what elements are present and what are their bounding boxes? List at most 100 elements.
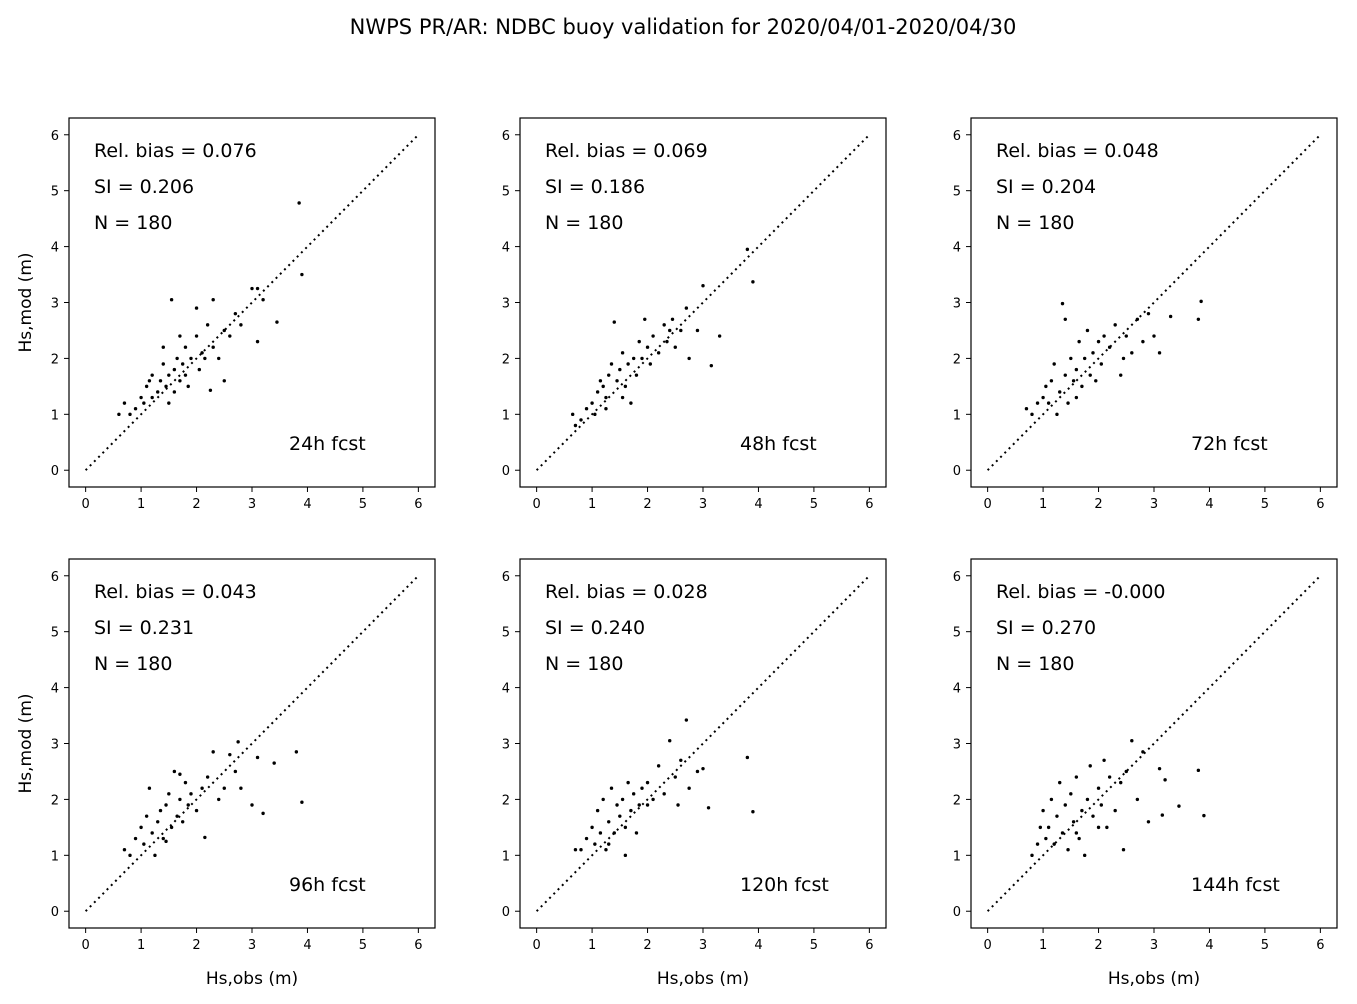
data-point [144,814,149,818]
y-tick-label: 3 [51,738,59,753]
data-point [1124,334,1128,338]
data-point [626,780,630,785]
x-tick-label: 1 [1039,938,1047,953]
data-point [158,379,163,383]
data-point [255,755,260,760]
data-point [189,356,193,361]
data-point [684,718,689,722]
x-tick-label: 0 [532,497,540,512]
x-tick-label: 0 [983,497,991,512]
data-point [1055,412,1059,417]
data-point [590,825,594,830]
data-point [620,351,625,355]
data-point [1044,384,1048,389]
data-point [598,831,603,835]
forecast-label: 48h fcst [740,433,817,455]
data-point [623,853,628,858]
data-point [695,769,700,774]
data-point [300,272,304,277]
data-point [584,836,589,841]
data-point [175,356,179,361]
n-label: N = 180 [545,212,623,234]
data-point [637,803,641,807]
y-tick-label: 1 [51,849,59,864]
data-point [745,755,750,760]
data-point [183,373,188,377]
data-point [147,379,152,383]
data-point [139,825,143,830]
y-tick-label: 5 [502,185,510,200]
data-point [222,379,226,383]
data-point [239,786,243,790]
data-point [180,362,185,366]
x-tick-label: 6 [414,938,422,953]
y-tick-label: 0 [502,464,510,479]
data-point [745,247,750,252]
data-point [161,345,165,349]
si-label: SI = 0.240 [545,617,645,639]
data-point [673,345,677,349]
data-point [1121,356,1126,361]
data-point [1071,379,1076,383]
data-point [205,323,210,327]
data-point [222,786,226,790]
data-point [1096,339,1101,344]
data-point [615,379,619,383]
x-tick-label: 6 [414,497,422,512]
data-point [300,800,304,804]
data-point [255,286,260,291]
y-tick-label: 0 [51,905,59,920]
data-point [618,367,622,372]
data-point [211,345,215,349]
data-point [1071,820,1076,824]
data-point [1052,842,1056,846]
data-point [236,740,240,744]
data-point [211,298,215,302]
data-point [579,848,583,852]
data-point [1088,764,1092,768]
data-point [1113,808,1117,813]
data-point [1152,334,1156,338]
data-point [1058,390,1062,394]
x-tick-label: 5 [359,938,367,953]
data-point [1088,373,1092,377]
data-point [1199,299,1203,304]
data-point [701,766,705,771]
data-point [1082,853,1087,858]
data-point [645,780,650,785]
x-tick-label: 6 [1316,497,1324,512]
x-tick-label: 2 [643,497,651,512]
x-tick-label: 4 [754,497,762,512]
data-point [1066,401,1070,405]
data-point [1063,317,1067,321]
y-tick-label: 1 [953,849,961,864]
data-point [607,373,611,377]
x-tick-label: 2 [192,497,200,512]
data-point [1091,351,1095,355]
data-point [640,786,644,790]
data-point [144,384,149,389]
data-point [208,388,213,392]
data-point [1102,758,1106,762]
figure-title: NWPS PR/AR: NDBC buoy validation for 202… [350,15,1017,39]
data-point [1119,373,1123,377]
data-point [709,363,714,368]
x-tick-label: 0 [983,938,991,953]
x-tick-label: 1 [137,497,145,512]
data-point [1058,780,1062,785]
data-point [601,384,605,389]
data-point [1168,314,1173,319]
y-tick-label: 5 [953,626,961,641]
y-tick-label: 6 [953,129,961,144]
x-tick-label: 3 [699,497,707,512]
subplot-72h-fcst: 0 0 1 1 2 2 3 3 4 4 5 5 6 6 Rel. bias = 0.048 SI = 0.20… [953,117,1338,512]
subplot-24h-fcst: 0 0 1 1 2 2 3 3 4 4 5 5 6 6 Rel. bias = 0.076 SI = 0.20… [16,117,436,512]
data-point [200,786,204,790]
data-point [1094,379,1098,383]
data-point [197,367,202,372]
data-point [706,806,711,810]
y-tick-label: 5 [953,185,961,200]
data-point [142,842,146,846]
x-tick-label: 4 [754,938,762,953]
data-point [194,306,199,310]
